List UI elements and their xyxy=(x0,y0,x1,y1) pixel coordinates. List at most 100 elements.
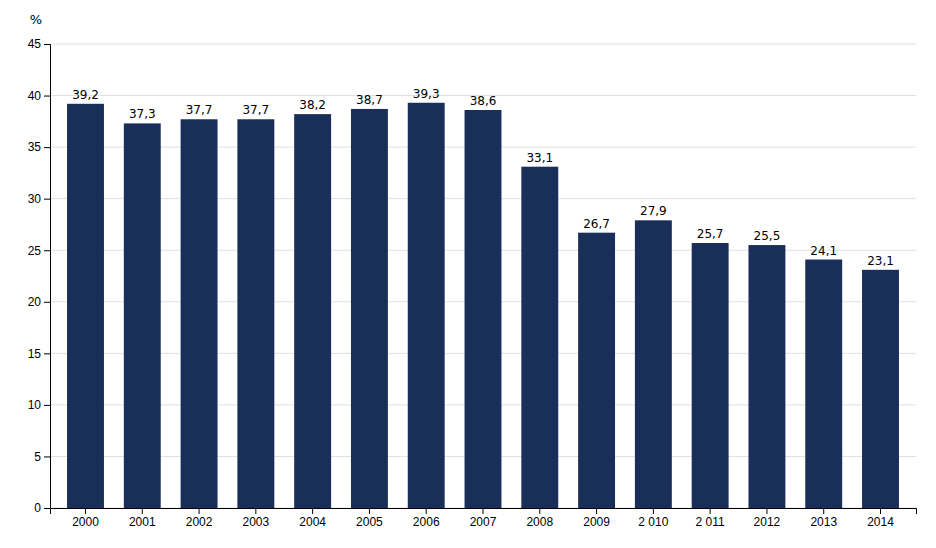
x-tick-label: 2008 xyxy=(526,515,553,529)
y-tick-label: 15 xyxy=(28,347,42,361)
y-tick: 30 xyxy=(28,192,50,206)
y-tick: 10 xyxy=(28,398,50,412)
x-tick-label: 2000 xyxy=(72,515,99,529)
bar xyxy=(181,119,218,508)
bar xyxy=(521,167,558,508)
x-tick-label: 2 010 xyxy=(638,515,668,529)
x-tick-label: 2 011 xyxy=(696,515,725,529)
y-tick: 15 xyxy=(28,347,50,361)
x-tick: 2004 xyxy=(299,508,326,529)
x-tick-label: 2009 xyxy=(583,515,610,529)
data-label: 26,7 xyxy=(583,217,610,231)
x-tick-mark xyxy=(823,508,824,514)
bar xyxy=(67,104,104,508)
x-tick: 2 011 xyxy=(696,508,725,529)
x-tick-mark xyxy=(255,508,256,514)
x-tick-mark xyxy=(880,508,881,514)
data-label: 38,6 xyxy=(470,94,497,108)
x-tick-mark xyxy=(369,508,370,514)
x-tick-mark xyxy=(483,508,484,514)
x-tick: 2 010 xyxy=(638,508,668,529)
bars xyxy=(67,103,899,508)
y-tick: 45 xyxy=(28,37,50,51)
x-tick: 2009 xyxy=(583,508,610,529)
y-axis: 0 5 10 15 20 25 30 35 40 45 xyxy=(28,37,51,515)
data-label: 37,7 xyxy=(242,103,269,117)
bar xyxy=(351,109,388,508)
y-axis-line xyxy=(44,45,51,509)
data-label: 25,7 xyxy=(697,227,724,241)
x-tick-mark xyxy=(199,508,200,514)
y-tick-mark xyxy=(44,405,50,406)
x-axis: 2000 2001 2002 2003 2004 2005 2006 2007 2008 2009… xyxy=(51,508,917,529)
x-tick: 2008 xyxy=(526,508,553,529)
x-tick-mark xyxy=(142,508,143,514)
data-labels: 39,2 37,3 37,7 37,7 38,2 38,7 39,3 38,6 33,1 26,7… xyxy=(72,87,894,268)
x-tick: 2003 xyxy=(243,508,270,529)
bar xyxy=(294,114,331,508)
y-tick-mark xyxy=(44,456,50,457)
data-label: 23,1 xyxy=(867,254,894,268)
bar xyxy=(408,103,445,508)
x-tick: 2005 xyxy=(356,508,383,529)
grid xyxy=(50,44,916,508)
y-tick: 40 xyxy=(28,89,50,103)
bar xyxy=(465,110,502,508)
data-label: 33,1 xyxy=(526,151,553,165)
y-tick-label: 20 xyxy=(28,295,42,309)
data-label: 38,7 xyxy=(356,93,383,107)
x-tick-label: 2002 xyxy=(186,515,213,529)
x-tick-mark xyxy=(85,508,86,514)
x-tick-label: 2006 xyxy=(413,515,440,529)
x-tick: 2013 xyxy=(810,508,837,529)
bar xyxy=(237,119,274,508)
data-label: 39,2 xyxy=(72,88,99,102)
data-label: 38,2 xyxy=(299,98,326,112)
x-tick-mark xyxy=(426,508,427,514)
x-tick: 2012 xyxy=(754,508,781,529)
x-tick: 2006 xyxy=(413,508,440,529)
data-label: 37,3 xyxy=(129,107,156,121)
grid-line xyxy=(50,44,916,45)
bar xyxy=(862,270,899,508)
y-tick-label: 30 xyxy=(28,192,42,206)
y-tick-mark xyxy=(44,96,50,97)
y-tick: 35 xyxy=(28,140,50,154)
plot: 39,2 37,3 37,7 37,7 38,2 38,7 39,3 38,6 33,1 26,7… xyxy=(28,37,917,528)
x-tick-mark xyxy=(710,508,711,514)
bar xyxy=(578,233,615,508)
x-tick: 2001 xyxy=(129,508,156,529)
y-tick-mark xyxy=(44,199,50,200)
data-label: 37,7 xyxy=(186,103,213,117)
y-tick-label: 40 xyxy=(28,89,42,103)
y-tick: 25 xyxy=(28,244,50,258)
x-tick-mark xyxy=(766,508,767,514)
x-tick-mark xyxy=(312,508,313,514)
y-tick: 0 xyxy=(34,501,50,515)
data-label: 25,5 xyxy=(754,229,781,243)
bar xyxy=(124,123,161,508)
x-tick-label: 2013 xyxy=(810,515,837,529)
chart: 39,2 37,3 37,7 37,7 38,2 38,7 39,3 38,6 33,1 26,7… xyxy=(0,0,936,548)
data-label: 39,3 xyxy=(413,87,440,101)
y-tick-mark xyxy=(44,302,50,303)
x-tick-mark xyxy=(653,508,654,514)
x-axis-line xyxy=(51,509,917,515)
y-tick-label: 35 xyxy=(28,140,42,154)
x-tick-mark xyxy=(539,508,540,514)
y-tick-mark xyxy=(44,250,50,251)
x-tick-label: 2007 xyxy=(470,515,497,529)
y-tick-label: 10 xyxy=(28,398,42,412)
bar xyxy=(805,260,842,508)
bar xyxy=(692,243,729,508)
x-tick-label: 2001 xyxy=(129,515,156,529)
x-tick-label: 2005 xyxy=(356,515,383,529)
y-tick-label: 5 xyxy=(34,450,41,464)
x-tick: 2007 xyxy=(470,508,497,529)
y-tick: 5 xyxy=(34,450,50,464)
x-tick-mark xyxy=(596,508,597,514)
y-tick-label: 25 xyxy=(28,244,42,258)
data-label: 27,9 xyxy=(640,204,667,218)
y-tick-mark xyxy=(44,353,50,354)
data-label: 24,1 xyxy=(810,244,837,258)
